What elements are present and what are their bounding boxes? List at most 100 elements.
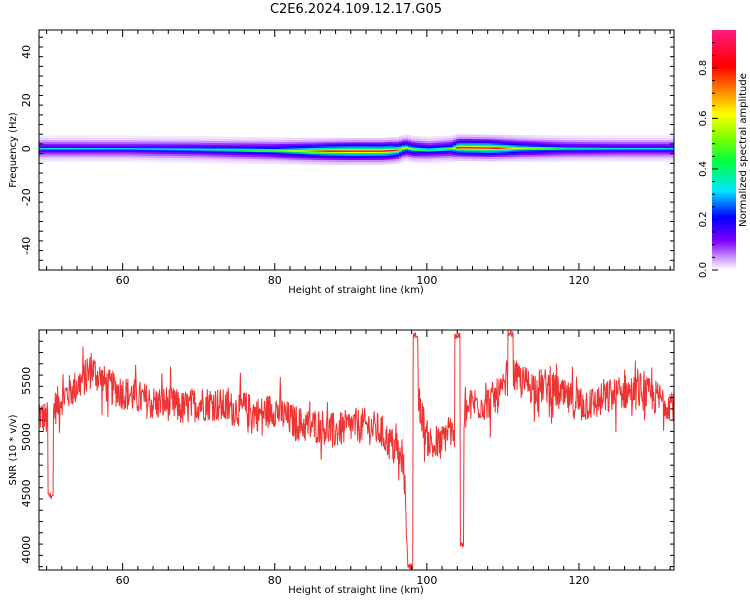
spectrogram-cell — [420, 148, 424, 151]
spectrogram-cell — [246, 149, 250, 151]
spectrogram-cell — [453, 147, 457, 149]
spectrogram-cell — [621, 148, 625, 150]
spectrogram-cell — [594, 148, 598, 150]
spectrogram-cell — [396, 149, 400, 151]
spectrogram-cell — [477, 147, 481, 149]
spectrogram-cell — [471, 147, 475, 149]
spectrogram-cell — [270, 149, 274, 152]
spectrogram-cell — [525, 147, 529, 150]
spectrogram-cell — [639, 148, 643, 150]
spectrogram-cell — [537, 147, 541, 150]
spectrogram-cell — [495, 147, 499, 149]
spectrogram-cell — [354, 150, 358, 152]
spectrogram-ylabel: Frequency (Hz) — [8, 112, 19, 188]
spectrogram-cell — [300, 150, 304, 152]
spectrogram-x-tick-label: 100 — [416, 274, 437, 287]
spectrogram-cell — [54, 148, 58, 150]
spectrogram-cell — [147, 148, 151, 150]
spectrogram-cell — [312, 150, 316, 152]
spectrogram-cell — [96, 148, 100, 150]
spectrogram-cell — [129, 148, 133, 150]
spectrogram-cell — [618, 148, 622, 150]
spectrogram-cell — [336, 150, 340, 152]
spectrogram-cell — [84, 148, 88, 150]
spectrogram-cell — [78, 148, 82, 150]
spectrogram-cell — [558, 147, 562, 150]
spectrogram-cell — [552, 147, 556, 150]
spectrogram-cell — [576, 148, 580, 150]
spectrogram-cell — [483, 147, 487, 149]
spectrogram-cell — [306, 150, 310, 152]
snr-x-tick-label: 120 — [568, 574, 589, 587]
spectrogram-x-tick-label: 120 — [568, 274, 589, 287]
spectrogram-cell — [222, 149, 226, 151]
spectrogram-cell — [177, 148, 181, 151]
colorbar-label: Normalized spectral amplitude — [738, 73, 749, 227]
spectrogram-cell — [243, 149, 247, 151]
spectrogram-cell — [654, 148, 658, 150]
spectrogram-ticks: 60 80 100 120 40 20 0 -20 -40 — [20, 30, 674, 287]
spectrogram-cell — [285, 150, 289, 152]
spectrogram-cell — [153, 148, 157, 150]
spectrogram-cell — [60, 148, 64, 150]
spectrogram-cell — [294, 150, 298, 152]
spectrogram-cell — [165, 148, 169, 150]
spectrogram-cell — [540, 147, 544, 150]
spectrogram-cell — [231, 149, 235, 151]
spectrogram-cell — [663, 148, 667, 150]
spectrogram-cell — [99, 148, 103, 150]
spectrogram-cell — [255, 149, 259, 152]
spectrogram-cell — [435, 148, 439, 151]
snr-panel: 60 80 100 120 4000 4500 5000 5500 Height of str… — [8, 329, 675, 596]
snr-y-tick-label: 5000 — [20, 423, 33, 451]
spectrogram-cell — [309, 150, 313, 152]
spectrogram-cell — [237, 149, 241, 151]
spectrogram-cell — [189, 148, 193, 151]
spectrogram-cell — [213, 149, 217, 151]
spectrogram-cell — [522, 147, 526, 150]
spectrogram-cell — [588, 148, 592, 150]
spectrogram-cell — [519, 147, 523, 150]
spectrogram-cell — [426, 149, 430, 151]
spectrogram-cell — [408, 147, 412, 150]
spectrogram-band — [39, 134, 674, 165]
spectrogram-cell — [642, 148, 646, 150]
spectrogram-y-tick-label: -40 — [20, 237, 33, 255]
spectrogram-cell — [303, 150, 307, 152]
spectrogram-cell — [657, 148, 661, 150]
spectrogram-cell — [102, 148, 106, 150]
spectrogram-cell — [399, 148, 403, 151]
spectrogram-cell — [462, 146, 466, 149]
snr-x-tick-label: 80 — [268, 574, 282, 587]
spectrogram-cell — [264, 149, 268, 152]
spectrogram-cell — [543, 147, 547, 150]
spectrogram-cell — [252, 149, 256, 152]
spectrogram-cell — [195, 148, 199, 151]
spectrogram-cell — [480, 147, 484, 149]
spectrogram-cell — [489, 147, 493, 149]
spectrogram-cell — [573, 148, 577, 150]
colorbar-tick-label: 0.6 — [698, 110, 709, 126]
spectrogram-cell — [486, 147, 490, 149]
spectrogram-x-tick-label: 80 — [268, 274, 282, 287]
spectrogram-cell — [534, 147, 538, 150]
spectrogram-cell — [120, 148, 124, 150]
spectrogram-cell — [633, 148, 637, 150]
spectrogram-cell — [411, 148, 415, 150]
spectrogram-cell — [567, 147, 571, 150]
spectrogram-cell — [171, 148, 175, 150]
spectrogram-cell — [597, 148, 601, 150]
spectrogram-cell — [201, 148, 205, 151]
spectrogram-cell — [651, 148, 655, 150]
spectrogram-cell — [591, 148, 595, 150]
spectrogram-cell — [42, 148, 46, 150]
spectrogram-cell — [216, 149, 220, 151]
spectrogram-cell — [612, 148, 616, 150]
spectrogram-cell — [375, 150, 379, 152]
snr-y-tick-label: 4000 — [20, 536, 33, 564]
colorbar-tick-label: 0.8 — [698, 60, 709, 76]
spectrogram-cell — [372, 150, 376, 152]
spectrogram-cell — [660, 148, 664, 150]
spectrogram-cell — [198, 148, 202, 151]
spectrogram-cell — [192, 148, 196, 151]
